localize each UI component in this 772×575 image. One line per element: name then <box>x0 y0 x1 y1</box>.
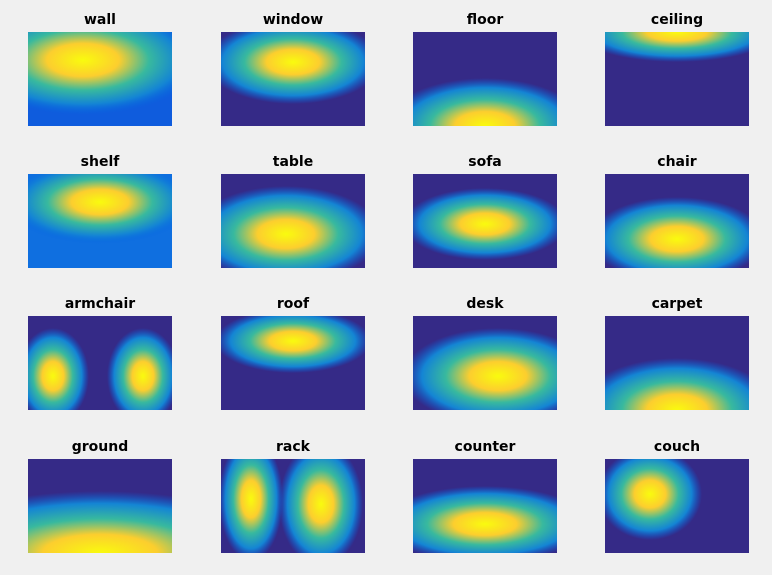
heatmap <box>413 32 557 126</box>
heat-region <box>279 459 363 553</box>
panel: floor <box>413 12 557 126</box>
heat-region <box>413 78 557 126</box>
heatmap <box>605 459 749 553</box>
heat-region <box>28 328 89 410</box>
heatmap <box>221 459 365 553</box>
panel-title: floor <box>467 12 504 28</box>
heat-region <box>605 358 749 410</box>
heatmap <box>221 316 365 410</box>
heatmap <box>221 32 365 126</box>
heat-region <box>28 491 172 553</box>
panel-title: rack <box>276 439 311 455</box>
panel-title: counter <box>455 439 516 455</box>
panel: window <box>221 12 365 126</box>
panel: table <box>221 154 365 268</box>
panel-title: roof <box>277 296 310 312</box>
panel-title: sofa <box>468 154 502 170</box>
heatmap <box>605 174 749 268</box>
heatmap <box>605 32 749 126</box>
heatmap <box>605 316 749 410</box>
panel-title: window <box>263 12 323 28</box>
heat-region <box>413 486 557 553</box>
heat-region <box>28 174 172 244</box>
heat-region <box>221 186 365 268</box>
panel: ground <box>28 439 172 553</box>
panel: wall <box>28 12 172 126</box>
panel-title: wall <box>84 12 116 28</box>
panel: shelf <box>28 154 172 268</box>
panel-title: table <box>273 154 313 170</box>
heatmap <box>221 174 365 268</box>
panel-title: chair <box>657 154 697 170</box>
panel: chair <box>605 154 749 268</box>
panel: couch <box>605 439 749 553</box>
panel: armchair <box>28 296 172 410</box>
heat-region <box>107 328 172 410</box>
heat-region <box>605 197 749 268</box>
panel: ceiling <box>605 12 749 126</box>
heat-region <box>221 32 365 104</box>
heatmap <box>413 174 557 268</box>
heatmap <box>413 459 557 553</box>
panel-title: ceiling <box>651 12 703 28</box>
panel: carpet <box>605 296 749 410</box>
panel: counter <box>413 439 557 553</box>
heat-region <box>28 32 172 115</box>
heat-region <box>605 459 702 540</box>
panel-title: couch <box>654 439 700 455</box>
heat-region <box>413 328 557 410</box>
heat-region <box>413 188 557 260</box>
panel: roof <box>221 296 365 410</box>
panel: sofa <box>413 154 557 268</box>
heat-region <box>221 459 283 553</box>
panel-title: desk <box>466 296 504 312</box>
heatmap <box>28 459 172 553</box>
heat-region <box>605 32 749 62</box>
heatmap <box>28 316 172 410</box>
panel-title: armchair <box>65 296 135 312</box>
heatmap <box>28 174 172 268</box>
panel: rack <box>221 439 365 553</box>
heatmap <box>28 32 172 126</box>
panel-title: ground <box>72 439 129 455</box>
panel-title: shelf <box>81 154 121 170</box>
panel-title: carpet <box>652 296 703 312</box>
heatmap <box>413 316 557 410</box>
heat-region <box>221 316 365 373</box>
panel: desk <box>413 296 557 410</box>
